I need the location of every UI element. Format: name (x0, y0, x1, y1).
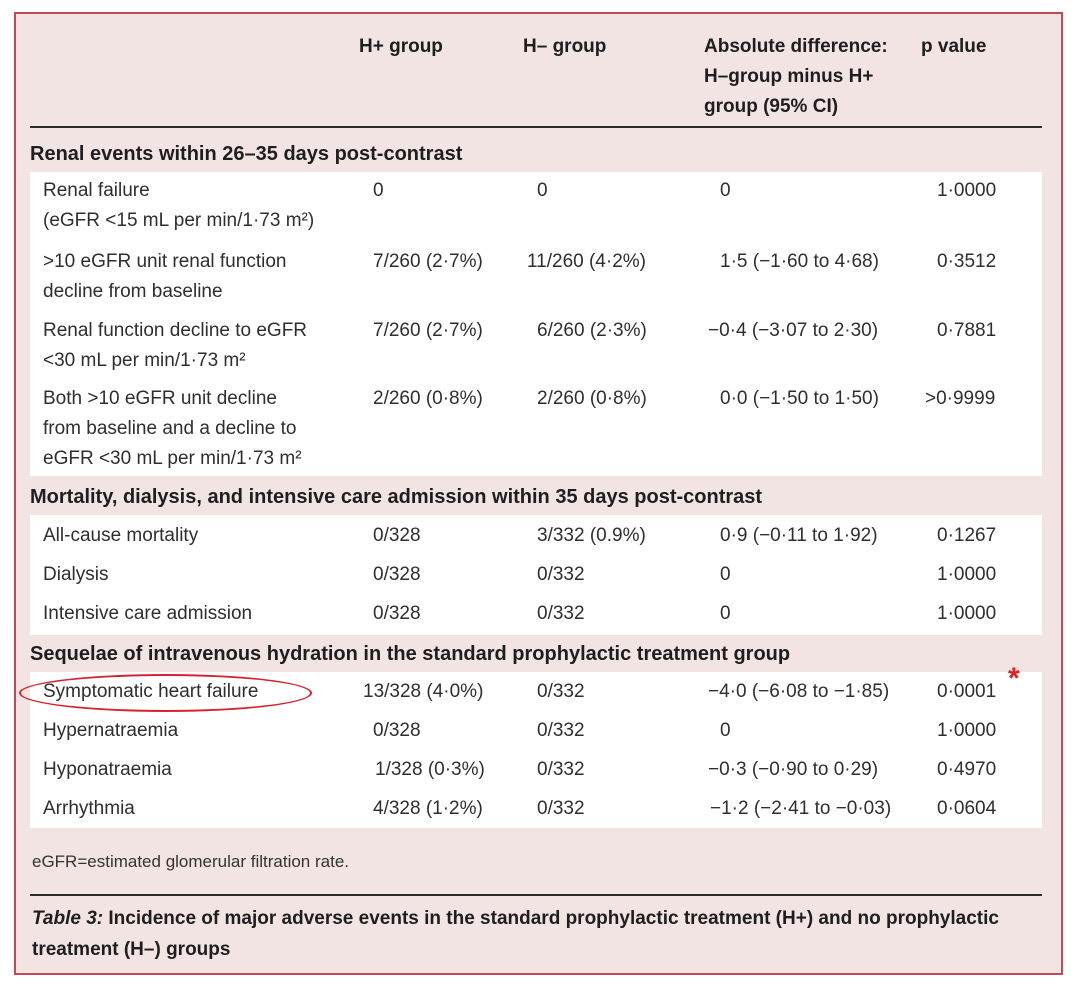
cell-h-minus: 2/260 (0·8%) (537, 388, 647, 409)
row-label-line: from baseline and a decline to (43, 418, 297, 439)
cell-h-minus: 11/260 (4·2%) (527, 251, 646, 272)
cell-diff: −4·0 (−6·08 to −1·85) (708, 681, 890, 702)
cell-h-minus: 0/332 (537, 681, 585, 702)
row-label-line: Renal function decline to eGFR (43, 320, 308, 341)
cell-p-value: 1·0000 (937, 603, 997, 624)
cell-h-minus: 0/332 (537, 720, 585, 741)
cell-diff: 0 (720, 720, 731, 741)
cell-h-plus: 13/328 (4·0%) (363, 681, 484, 702)
section-band-renal (30, 172, 1042, 476)
cell-diff: 1·5 (−1·60 to 4·68) (720, 251, 879, 272)
row-label-line: >10 eGFR unit renal function (43, 251, 287, 272)
cell-diff: 0 (720, 564, 731, 585)
cell-h-minus: 6/260 (2·3%) (537, 320, 647, 341)
row-label-line: Hyponatraemia (43, 759, 172, 780)
caption-text: Incidence of major adverse events in the… (32, 908, 999, 960)
row-label-line: decline from baseline (43, 281, 223, 302)
cell-p-value: 0·0604 (937, 798, 997, 819)
asterisk-marker: * (1008, 662, 1020, 695)
cell-h-plus: 0/328 (373, 564, 421, 585)
cell-h-plus: 0/328 (373, 603, 421, 624)
section-title-sequelae: Sequelae of intravenous hydration in the… (30, 643, 791, 665)
row-label-line: Intensive care admission (43, 603, 253, 624)
highlight-ellipse (19, 674, 312, 712)
col-header-diff-line2: H–group minus H+ (704, 66, 874, 87)
header-rule (30, 126, 1042, 128)
cell-p-value: 0·3512 (937, 251, 997, 272)
table-caption: Table 3: Incidence of major adverse even… (32, 903, 1022, 965)
col-header-h-plus: H+ group (359, 36, 443, 57)
cell-h-minus: 0/332 (537, 564, 585, 585)
cell-h-plus: 0 (373, 180, 384, 201)
section-band-mortality (30, 515, 1042, 635)
row-label-line: <30 mL per min/1·73 m² (43, 350, 246, 371)
col-header-diff-line1: Absolute difference: (704, 36, 888, 57)
cell-h-minus: 0 (537, 180, 548, 201)
cell-h-plus: 0/328 (373, 720, 421, 741)
section-title-renal: Renal events within 26–35 days post-cont… (30, 143, 463, 165)
row-label-line: Dialysis (43, 564, 109, 585)
cell-p-value: 0·4970 (937, 759, 997, 780)
col-header-h-minus: H– group (523, 36, 607, 57)
cell-p-value: 1·0000 (937, 564, 997, 585)
row-label-line: eGFR <30 mL per min/1·73 m² (43, 448, 302, 469)
cell-h-minus: 0/332 (537, 603, 585, 624)
cell-p-value: 0·0001 (937, 681, 997, 702)
col-header-diff-line3: group (95% CI) (704, 96, 839, 117)
cell-p-value: 1·0000 (937, 180, 997, 201)
cell-diff: 0·0 (−1·50 to 1·50) (720, 388, 879, 409)
cell-diff: −0·4 (−3·07 to 2·30) (708, 320, 879, 341)
row-label-line: Arrhythmia (43, 798, 135, 819)
cell-h-plus: 0/328 (373, 525, 421, 546)
cell-diff: 0 (720, 180, 731, 201)
cell-h-plus: 4/328 (1·2%) (373, 798, 483, 819)
cell-diff: 0·9 (−0·11 to 1·92) (720, 525, 878, 546)
cell-p-value: 0·7881 (937, 320, 997, 341)
table-footnote: eGFR=estimated glomerular filtration rat… (32, 852, 349, 871)
cell-diff: −1·2 (−2·41 to −0·03) (710, 798, 892, 819)
cell-p-value: 0·1267 (937, 525, 997, 546)
section-title-mortality: Mortality, dialysis, and intensive care … (30, 486, 763, 508)
row-label-line: Hypernatraemia (43, 720, 179, 741)
footer-rule (30, 894, 1042, 896)
cell-h-plus: 1/328 (0·3%) (375, 759, 485, 780)
cell-h-plus: 7/260 (2·7%) (373, 251, 483, 272)
cell-h-plus: 7/260 (2·7%) (373, 320, 483, 341)
cell-p-value: >0·9999 (925, 388, 996, 409)
cell-h-plus: 2/260 (0·8%) (373, 388, 483, 409)
cell-h-minus: 0/332 (537, 759, 585, 780)
row-label-line: (eGFR <15 mL per min/1·73 m²) (43, 210, 315, 231)
caption-label: Table 3: (32, 908, 104, 929)
cell-diff: −0·3 (−0·90 to 0·29) (708, 759, 879, 780)
col-header-p-value: p value (921, 36, 987, 57)
row-label-line: All-cause mortality (43, 525, 199, 546)
row-label-line: Renal failure (43, 180, 150, 201)
cell-p-value: 1·0000 (937, 720, 997, 741)
row-label-line: Both >10 eGFR unit decline (43, 388, 277, 409)
cell-h-minus: 3/332 (0.9%) (537, 525, 646, 546)
cell-h-minus: 0/332 (537, 798, 585, 819)
cell-diff: 0 (720, 603, 731, 624)
